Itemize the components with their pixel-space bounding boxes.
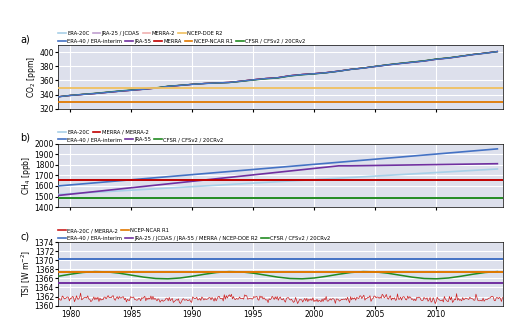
Legend: ERA-20C, JRA-25 / JCDAS, MERRA-2, NCEP-DOE R2: ERA-20C, JRA-25 / JCDAS, MERRA-2, NCEP-D… (58, 31, 223, 36)
Y-axis label: CO$_2$ [ppm]: CO$_2$ [ppm] (25, 56, 38, 98)
Text: b): b) (20, 133, 30, 143)
Legend: ERA-20C, MERRA / MERRA-2: ERA-20C, MERRA / MERRA-2 (58, 130, 148, 135)
Text: a): a) (20, 34, 30, 44)
Y-axis label: TSI [W m$^{-2}$]: TSI [W m$^{-2}$] (20, 250, 33, 297)
Y-axis label: CH$_4$ [ppb]: CH$_4$ [ppb] (20, 156, 33, 195)
Text: c): c) (20, 231, 29, 241)
Legend: ERA-20C / MERRA-2, NCEP-NCAR R1: ERA-20C / MERRA-2, NCEP-NCAR R1 (58, 228, 169, 233)
